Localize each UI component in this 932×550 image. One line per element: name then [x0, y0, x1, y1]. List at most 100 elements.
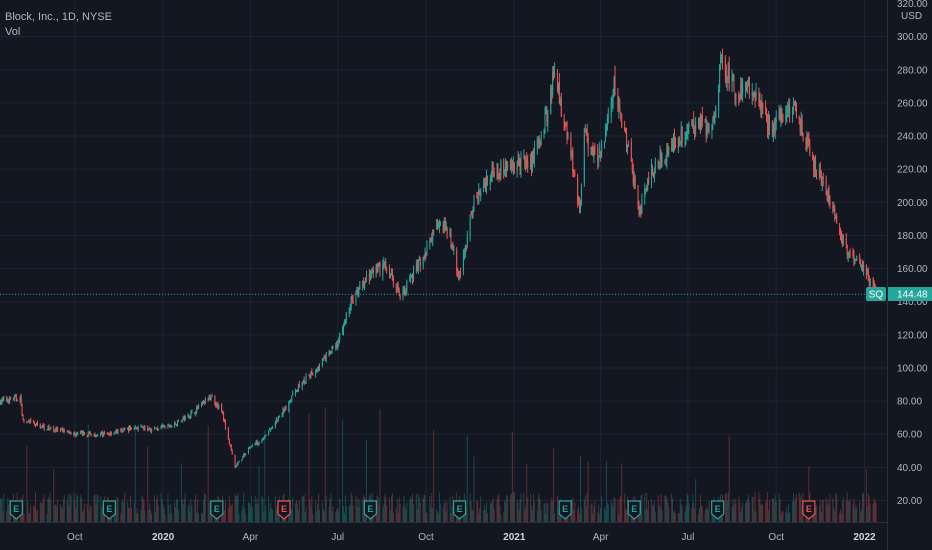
candle-body: [734, 93, 736, 100]
candle-body: [114, 432, 116, 434]
volume-bar: [310, 505, 312, 522]
volume-bar: [490, 503, 492, 522]
volume-bar: [391, 493, 393, 522]
volume-bar: [695, 479, 697, 522]
earnings-icon[interactable]: E: [452, 500, 467, 520]
candle-body: [748, 77, 750, 94]
time-axis[interactable]: Oct 2020 Apr Jul Oct 2021 Apr Jul Oct 2022: [0, 522, 887, 544]
candle-body: [651, 168, 653, 172]
candle-body: [697, 122, 699, 125]
candle-body: [338, 340, 340, 344]
volume-bar: [74, 500, 76, 522]
candle-body: [627, 143, 629, 147]
earnings-icon[interactable]: E: [210, 500, 224, 520]
candle-body: [741, 81, 743, 93]
candle-body: [187, 414, 189, 416]
volume-bar: [621, 463, 623, 522]
volume-bar: [512, 492, 514, 522]
candle-body: [713, 119, 715, 123]
candle-body: [863, 265, 865, 271]
candle-body: [720, 59, 722, 64]
candle-body: [10, 397, 12, 400]
volume-bar: [765, 502, 767, 522]
volume-bar: [383, 504, 385, 522]
volume-bar: [572, 498, 574, 522]
volume-bar: [430, 507, 432, 522]
earnings-icon[interactable]: E: [277, 500, 291, 520]
candle-body: [443, 221, 445, 233]
earnings-icon[interactable]: E: [102, 500, 116, 520]
volume-bar: [452, 495, 454, 522]
candle-body: [460, 271, 462, 273]
volume-bar: [35, 492, 37, 522]
x-tick-label: Apr: [593, 532, 609, 543]
volume-bar: [524, 509, 526, 522]
candle-body: [181, 419, 183, 421]
candle-body: [520, 158, 522, 172]
candle-body: [633, 178, 635, 182]
candle-body: [511, 163, 513, 167]
volume-bar: [154, 512, 156, 522]
volume-bar: [336, 508, 338, 522]
candle-body: [537, 139, 539, 142]
candle-body: [56, 427, 58, 431]
price-axis[interactable]: 320.00 300.00 280.00 260.00 240.00 220.00 200.…: [887, 0, 932, 550]
y-tick-label: 320.00: [897, 0, 928, 10]
candle-body: [137, 426, 139, 431]
earnings-icon[interactable]: E: [802, 500, 816, 520]
candle-body: [432, 229, 434, 241]
earnings-icon[interactable]: E: [711, 500, 725, 520]
candle-body: [553, 70, 555, 75]
candle-body: [0, 401, 2, 404]
earnings-icon[interactable]: E: [363, 500, 377, 520]
candle-body: [263, 438, 265, 440]
candle-body: [646, 187, 648, 190]
candle-body: [26, 421, 28, 423]
candle-body: [726, 78, 728, 83]
candle-body: [597, 146, 599, 162]
volume-bar: [436, 509, 438, 522]
candle-body: [379, 262, 381, 275]
candle-body: [298, 384, 300, 388]
candle-body: [288, 403, 290, 411]
earnings-icon[interactable]: E: [627, 500, 641, 520]
volume-bar: [235, 495, 237, 522]
candle-body: [632, 170, 634, 184]
candle-body: [351, 296, 353, 301]
earnings-icon[interactable]: E: [9, 500, 23, 520]
candle-body: [564, 126, 566, 128]
candle-body: [607, 116, 609, 118]
candle-body: [113, 432, 115, 435]
volume-indicator-label[interactable]: Vol: [5, 26, 21, 38]
candle-body: [854, 260, 856, 265]
volume-bar: [82, 512, 84, 522]
volume-bar: [786, 506, 788, 522]
candle-body: [62, 430, 64, 432]
y-tick-label: 100.00: [897, 363, 928, 374]
candle-body: [291, 395, 293, 401]
candle-body: [415, 263, 417, 270]
volume-bar: [520, 493, 522, 522]
volume-bar: [768, 500, 770, 522]
volume-bar: [658, 504, 660, 522]
candle-body: [821, 177, 823, 186]
volume-bar: [444, 500, 446, 522]
candle-body: [745, 85, 747, 91]
earnings-icon[interactable]: E: [558, 500, 572, 520]
candle-body: [8, 400, 10, 403]
volume-bar: [406, 502, 408, 522]
volume-bar: [538, 493, 540, 522]
volume-bar: [29, 513, 31, 522]
volume-bar: [195, 494, 197, 522]
candle-body: [122, 429, 124, 431]
svg-text:E: E: [13, 504, 19, 514]
volume-bar: [530, 494, 532, 522]
volume-bar: [67, 494, 69, 522]
volume-bar: [469, 493, 471, 522]
candle-body: [66, 431, 68, 433]
volume-bar: [665, 495, 667, 522]
volume-bar: [117, 497, 119, 522]
volume-bar: [351, 495, 353, 522]
candle-body: [598, 156, 600, 162]
